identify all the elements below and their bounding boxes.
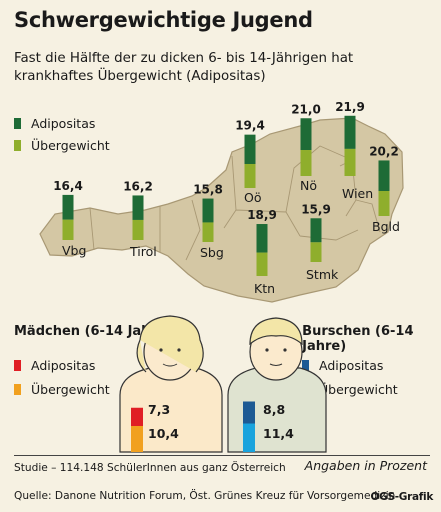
footer-study: Studie – 114.148 SchülerInnen aus ganz Ö… [14, 462, 286, 474]
bar-uebergewicht-Ktn [256, 252, 268, 276]
bar-uebergewicht-Nö [300, 150, 312, 176]
state-label-Sbg: Sbg [200, 245, 224, 260]
bar-uebergewicht-Stmk [310, 242, 322, 262]
girls-legend: Adipositas Übergewicht [14, 356, 110, 398]
boys-uebergewicht-label: Übergewicht [319, 381, 398, 397]
value-label-Ktn: 18,9 [247, 208, 277, 222]
girls-adipositas-bar [131, 407, 143, 426]
bar-uebergewicht-Sbg [202, 222, 214, 242]
girls-adipositas-value: 7,3 [148, 402, 171, 417]
units-note: Angaben in Prozent [304, 458, 427, 473]
value-label-Wien: 21,9 [335, 100, 365, 114]
bar-uebergewicht-Tirol [132, 219, 144, 240]
legend-uebergewicht-swatch [14, 139, 21, 151]
state-label-Stmk: Stmk [306, 267, 339, 282]
bar-adipositas-Wien [344, 115, 356, 149]
state-label-Wien: Wien [342, 186, 373, 201]
value-label-Bgld: 20,2 [369, 144, 399, 158]
state-label-Oö: Oö [244, 190, 262, 205]
girl-figure [119, 315, 223, 453]
footer-source: Quelle: Danone Nutrition Forum, Öst. Grü… [14, 490, 396, 502]
bar-adipositas-Ktn [256, 224, 268, 253]
bar-adipositas-Stmk [310, 218, 322, 243]
chart-subtitle: Fast die Hälfte der zu dicken 6- bis 14-… [14, 51, 354, 84]
girls-adipositas-label: Adipositas [31, 357, 96, 373]
state-labels: 16,4 Vbg 16,2 Tirol 15,8 Sbg 19,4 Oö 18,9 Ktn 15,9… [53, 100, 400, 296]
boys-uebergewicht-value: 11,4 [263, 426, 294, 441]
girls-uebergewicht-bar [131, 426, 143, 452]
boys-adipositas-swatch [302, 359, 309, 371]
boys-adipositas-value: 8,8 [263, 402, 286, 417]
bar-adipositas-Nö [300, 118, 312, 151]
girls-adipositas-swatch [14, 359, 21, 371]
chart-title: Schwergewichtige Jugend [14, 8, 313, 32]
state-bars [62, 115, 390, 276]
bar-uebergewicht-Vbg [62, 219, 74, 240]
state-label-Nö: Nö [300, 178, 317, 193]
bar-adipositas-Bgld [378, 160, 390, 192]
boys-adipositas-label: Adipositas [319, 357, 384, 373]
girls-uebergewicht-swatch [14, 383, 21, 395]
value-label-Nö: 21,0 [291, 102, 321, 116]
value-label-Sbg: 15,8 [193, 183, 223, 197]
legend-adipositas-label: Adipositas [31, 115, 96, 131]
value-label-Oö: 19,4 [235, 119, 265, 133]
footer-divider [14, 455, 430, 456]
bar-adipositas-Vbg [62, 194, 74, 220]
bar-adipositas-Tirol [132, 195, 144, 220]
state-label-Ktn: Ktn [254, 281, 275, 296]
state-label-Bgld: Bgld [372, 219, 400, 234]
bar-adipositas-Oö [244, 134, 256, 164]
bar-uebergewicht-Oö [244, 163, 256, 188]
boys-uebergewicht-bar [243, 423, 255, 452]
bar-uebergewicht-Wien [344, 148, 356, 176]
map-legend: Adipositas Übergewicht [14, 114, 110, 154]
legend-adipositas-swatch [14, 117, 21, 129]
value-label-Vbg: 16,4 [53, 179, 83, 193]
bar-uebergewicht-Bgld [378, 191, 390, 216]
legend-uebergewicht-label: Übergewicht [31, 137, 110, 153]
value-label-Stmk: 15,9 [301, 202, 331, 216]
state-label-Tirol: Tirol [129, 244, 157, 259]
footer-credit: OGS-Grafik [370, 491, 434, 503]
girls-uebergewicht-value: 10,4 [148, 426, 179, 441]
boys-section-title: Burschen (6-14 Jahre) [284, 324, 441, 354]
bar-adipositas-Sbg [202, 198, 214, 223]
girls-uebergewicht-label: Übergewicht [31, 381, 110, 397]
boys-adipositas-bar [243, 401, 255, 424]
kids-bars [131, 401, 255, 452]
value-label-Tirol: 16,2 [123, 179, 153, 193]
state-label-Vbg: Vbg [62, 243, 86, 258]
